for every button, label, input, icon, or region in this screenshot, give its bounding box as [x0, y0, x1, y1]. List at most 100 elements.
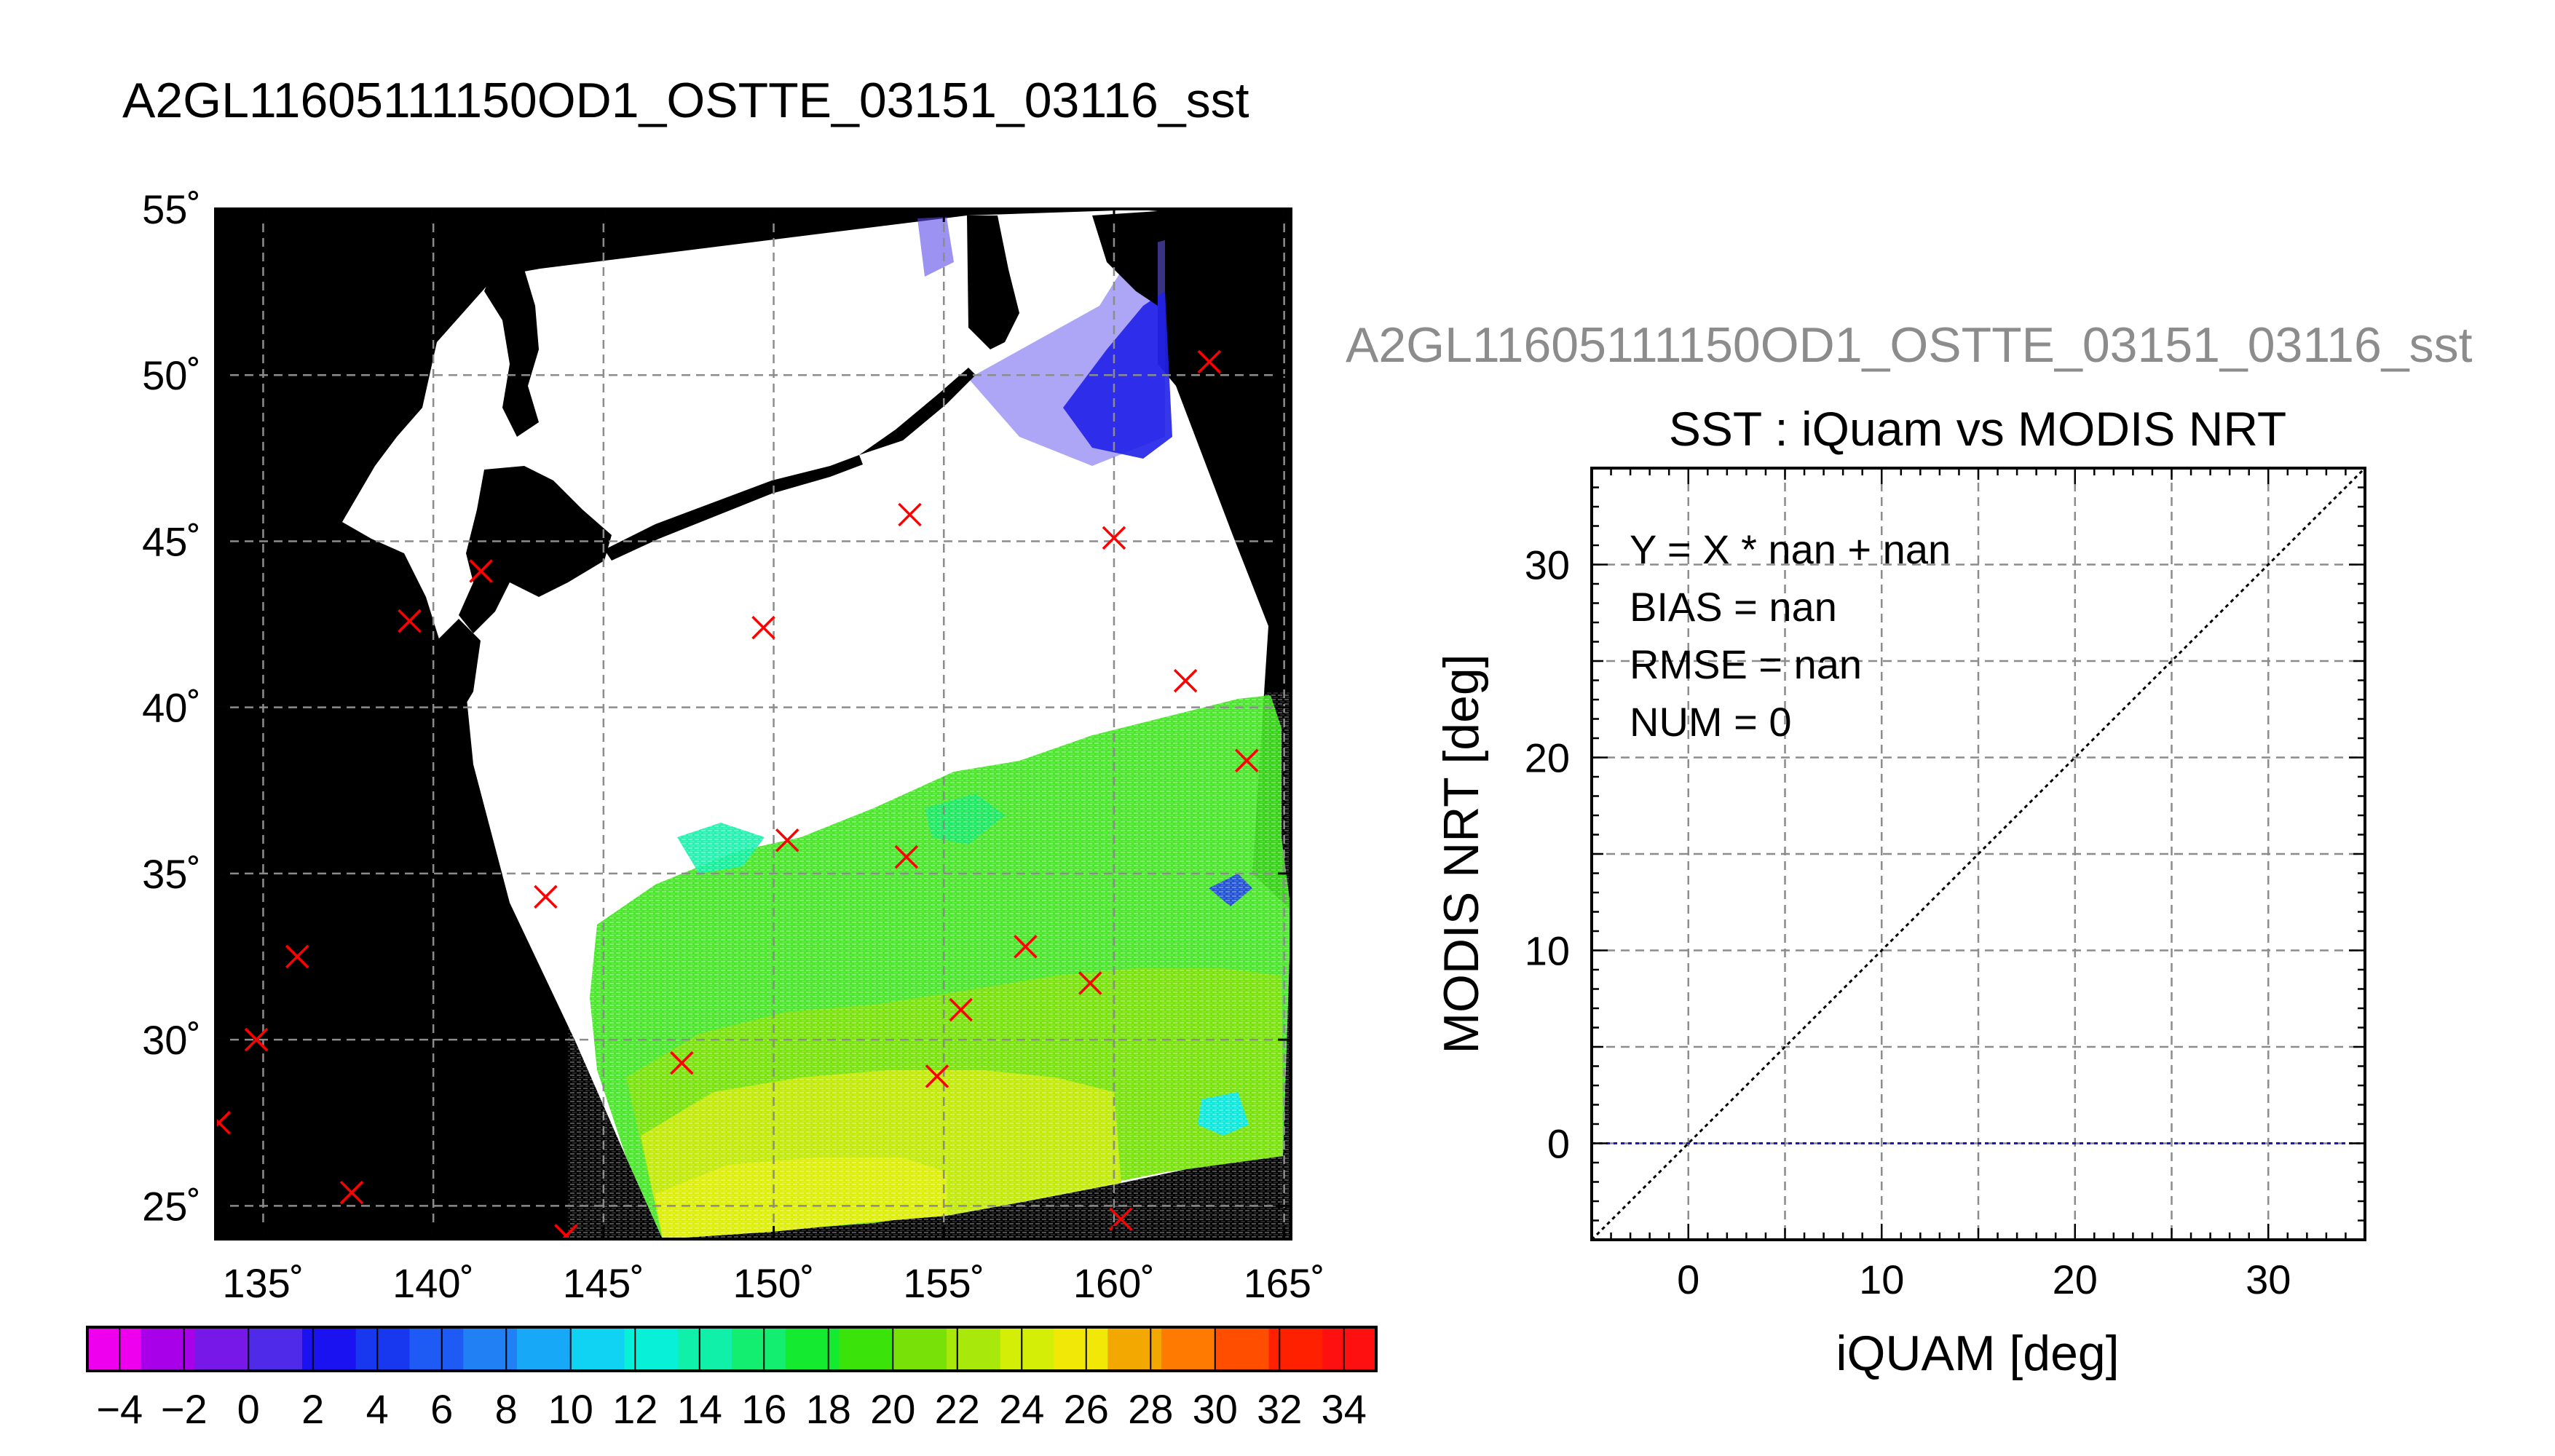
colorbar-bin — [1000, 1327, 1054, 1371]
colorbar-tick-label: 28 — [1128, 1386, 1173, 1432]
marker-stroke — [244, 1027, 269, 1052]
colorbar-bin — [87, 1327, 142, 1371]
buoy-marker — [1197, 349, 1222, 374]
map-ytick-label: 30˚ — [142, 1017, 201, 1063]
buoy-marker — [670, 1051, 694, 1075]
scatter-ytick-label: 30 — [1525, 542, 1570, 588]
marker-stroke — [1102, 526, 1126, 550]
stats-fit: Y = X * nan + nan — [1630, 526, 1951, 572]
colorbar-bin — [893, 1327, 947, 1371]
colorbar-bin — [624, 1327, 679, 1371]
map-xtick-label: 160˚ — [1073, 1260, 1155, 1306]
colorbar-tick-label: 16 — [741, 1386, 786, 1432]
buoy-marker — [339, 1180, 364, 1205]
colorbar-tick-label: 22 — [935, 1386, 980, 1432]
marker-stroke — [775, 828, 799, 852]
buoy-marker — [894, 844, 919, 869]
scatter-xtick-label: 20 — [2053, 1257, 2098, 1302]
colorbar-bin — [1161, 1327, 1216, 1371]
colorbar-bin — [947, 1327, 1001, 1371]
buoy-marker — [244, 1027, 269, 1052]
buoy-marker — [898, 502, 922, 527]
colorbar-bin — [1322, 1327, 1377, 1371]
map-axes: 135˚ 140˚ 145˚ 150˚ 155˚ 160˚ 165˚ 25˚ 30˚ 35˚ 40˚… — [142, 186, 1325, 1306]
buoy-marker — [1014, 935, 1038, 959]
marker-stroke — [1173, 668, 1198, 693]
colorbar-bins — [87, 1327, 1377, 1371]
colorbar-tick-label: 18 — [806, 1386, 851, 1432]
colorbar-tick-label: 20 — [870, 1386, 915, 1432]
cold-sst-region — [917, 217, 1172, 466]
colorbar-tick-label: 14 — [677, 1386, 722, 1432]
scatter-ytick-label: 20 — [1525, 735, 1570, 781]
one-to-one-line — [1592, 468, 2365, 1240]
colorbar-bin — [409, 1327, 464, 1371]
marker-stroke — [469, 559, 493, 583]
map-xtick-label: 165˚ — [1244, 1260, 1325, 1306]
stats-box: Y = X * nan + nan BIAS = nan RMSE = nan … — [1630, 526, 1951, 745]
buoy-marker — [1173, 668, 1198, 693]
marker-stroke — [894, 844, 919, 869]
buoy-marker — [469, 559, 493, 583]
map-title: A2GL11605111150OD1_OSTTE_03151_03116_sst — [122, 73, 1249, 128]
map-ytick-label: 40˚ — [142, 685, 201, 731]
buoy-marker — [1234, 748, 1259, 772]
colorbar-bin — [785, 1327, 840, 1371]
colorbar-tick-label: 26 — [1064, 1386, 1109, 1432]
scatter-xtick-label: 30 — [2246, 1257, 2291, 1302]
colorbar-tick-label: 24 — [999, 1386, 1044, 1432]
colorbar-bin — [1215, 1327, 1269, 1371]
buoy-markers — [216, 349, 1259, 1239]
scatter-xtick-label: 0 — [1677, 1257, 1699, 1302]
colorbar-tick-label: 2 — [301, 1386, 324, 1432]
marker-stroke — [339, 1180, 364, 1205]
map-ytick-label: 50˚ — [142, 352, 201, 398]
buoy-marker — [925, 1064, 949, 1088]
colorbar-bin — [517, 1327, 572, 1371]
marker-stroke — [398, 609, 422, 633]
colorbar-tick-label: 10 — [548, 1386, 593, 1432]
buoy-marker — [534, 885, 558, 909]
map-xtick-label: 155˚ — [903, 1260, 984, 1306]
colorbar-bin — [141, 1327, 195, 1371]
colorbar-bin — [194, 1327, 249, 1371]
buoy-marker — [775, 828, 799, 852]
marker-stroke — [216, 1111, 231, 1128]
marker-stroke — [561, 1224, 578, 1239]
map-ytick-label: 25˚ — [142, 1183, 201, 1229]
colorbar-tick-label: 34 — [1322, 1386, 1367, 1432]
scatter-title: SST : iQuam vs MODIS NRT — [1669, 402, 2286, 456]
marker-stroke — [898, 502, 922, 527]
buoy-marker — [751, 615, 775, 640]
colorbar-bin — [732, 1327, 786, 1371]
colorbar-bin — [570, 1327, 625, 1371]
map-xtick-label: 135˚ — [222, 1260, 304, 1306]
scatter-xlabel: iQUAM [deg] — [1836, 1326, 2119, 1381]
colorbar-frame — [86, 1326, 1378, 1372]
stats-rmse: RMSE = nan — [1630, 641, 1862, 687]
land-masses — [437, 211, 1158, 728]
colorbar-tick-label: 30 — [1193, 1386, 1238, 1432]
scatter-plot: 0 10 20 30 0 10 20 30 Y = X * nan + nan BIAS = … — [1434, 467, 2366, 1381]
colorbar-tick-label: 32 — [1257, 1386, 1302, 1432]
scatter-lines — [1592, 468, 2365, 1240]
warm-sst-region — [568, 692, 1291, 1239]
scatter-xtick-label: 10 — [1859, 1257, 1904, 1302]
sst-map: 135˚ 140˚ 145˚ 150˚ 155˚ 160˚ 165˚ 25˚ 30˚ 35˚ 40˚… — [142, 186, 1325, 1306]
colorbar-bin — [1268, 1327, 1323, 1371]
map-frame — [214, 207, 1292, 1241]
map-xtick-label: 140˚ — [392, 1260, 474, 1306]
scatter-ytick-label: 0 — [1547, 1121, 1570, 1167]
marker-stroke — [751, 615, 775, 640]
colorbar-tick-label: 0 — [237, 1386, 260, 1432]
buoy-marker — [554, 1224, 578, 1239]
map-xtick-label: 145˚ — [563, 1260, 644, 1306]
marker-stroke — [1078, 971, 1102, 995]
buoy-marker — [1078, 971, 1102, 995]
buoy-marker — [285, 944, 309, 969]
scatter-ytick-label: 10 — [1525, 928, 1570, 974]
colorbar-bin — [248, 1327, 303, 1371]
colorbar-bin — [1107, 1327, 1162, 1371]
colorbar-bin — [839, 1327, 893, 1371]
marker-stroke — [1014, 935, 1038, 959]
